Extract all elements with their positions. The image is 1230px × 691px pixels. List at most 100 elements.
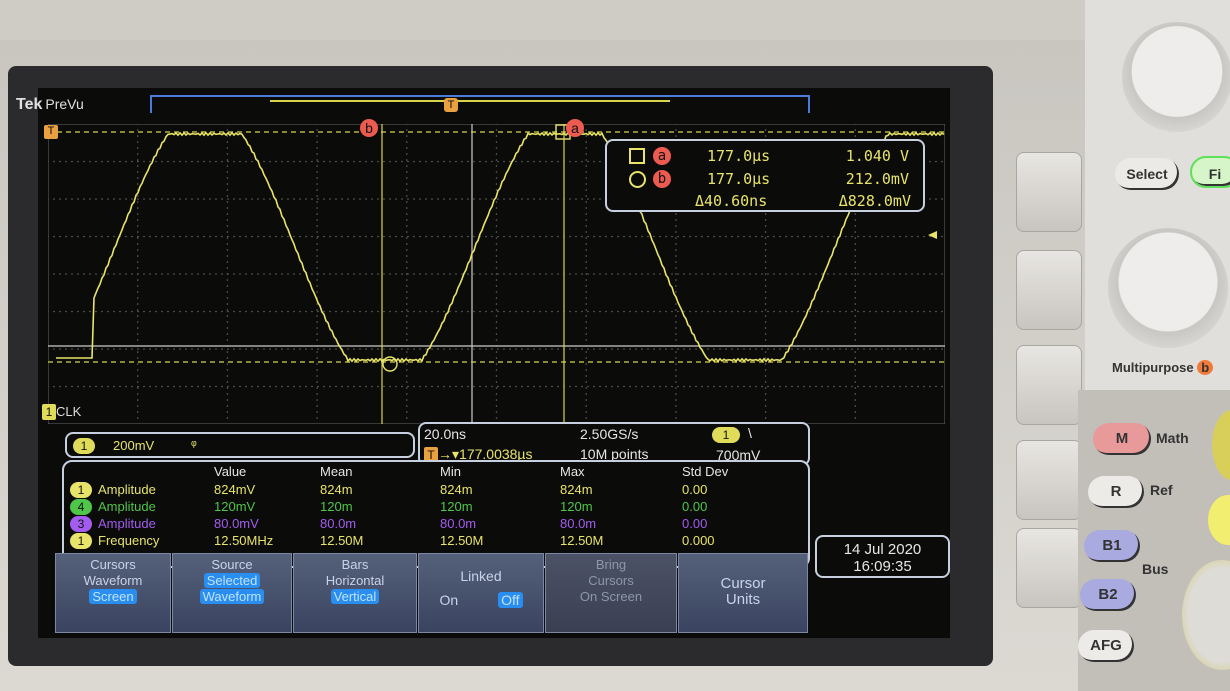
grid-dot: [401, 273, 403, 275]
grid-dot: [719, 273, 721, 275]
grid-dot: [269, 310, 271, 313]
cursor-b-marker[interactable]: b: [360, 119, 378, 137]
grid-dot: [845, 310, 847, 313]
grid-dot: [767, 235, 769, 238]
softkey-bring-cursors-on-screen[interactable]: Bring Cursors On Screen: [545, 553, 677, 633]
softkey-cursors[interactable]: Cursors Waveform Screen: [55, 553, 171, 633]
b2-button[interactable]: B2: [1080, 579, 1136, 611]
table-cell: 80.0m: [560, 516, 597, 531]
b1-button[interactable]: B1: [1084, 530, 1140, 562]
grid-dot: [119, 273, 121, 275]
channel-label: CLK: [56, 404, 82, 419]
channel-1-button[interactable]: [1208, 495, 1230, 545]
grid-dot: [245, 348, 247, 350]
grid-dot: [137, 310, 139, 313]
grid-dot: [675, 321, 677, 323]
grid-dot: [545, 348, 547, 350]
grid-dot: [406, 363, 408, 365]
grid-dot: [941, 273, 943, 275]
grid-dot: [854, 375, 857, 377]
grid-dot: [854, 225, 857, 227]
grid-dot: [495, 393, 498, 395]
grid-dot: [755, 235, 757, 238]
grid-dot: [497, 310, 499, 313]
softkey-cursor-units[interactable]: Cursor Units: [678, 553, 808, 633]
grid-dot: [764, 321, 767, 323]
select-button[interactable]: Select: [1115, 158, 1179, 190]
side-menu-button-2[interactable]: [1016, 250, 1082, 330]
grid-dot: [299, 385, 301, 388]
cursor-readout: a 177.0µs 1.040 V b 177.0µs 212.0mV Δ40.60ns…: [605, 139, 925, 212]
grid-dot: [863, 385, 865, 388]
ref-button[interactable]: R: [1088, 476, 1144, 508]
softkey-title: Cursor: [720, 575, 766, 592]
grid-dot: [623, 235, 625, 238]
grid-dot: [226, 195, 229, 197]
softkey-source[interactable]: Source Selected Waveform: [172, 553, 292, 633]
grid-dot: [854, 237, 857, 239]
date: 14 Jul 2020: [843, 541, 922, 558]
softkey-linked[interactable]: Linked On Off: [418, 553, 544, 633]
grid-dot: [83, 198, 85, 200]
grid-dot: [137, 160, 139, 163]
grid-dot: [653, 273, 655, 275]
grid-dot: [226, 417, 229, 419]
grid-dot: [854, 339, 857, 341]
grid-dot: [419, 198, 421, 200]
acq-mode: PreVu: [45, 96, 84, 112]
grid-dot: [155, 160, 157, 163]
grid-dot: [585, 249, 587, 251]
grid-dot: [83, 273, 85, 275]
grid-dot: [316, 255, 318, 257]
grid-dot: [431, 235, 433, 238]
grid-dot: [689, 235, 691, 238]
grid-dot: [155, 385, 157, 388]
grid-dot: [911, 273, 913, 275]
grid-dot: [881, 348, 883, 350]
side-menu-button-3[interactable]: [1016, 345, 1082, 425]
grid-dot: [437, 385, 439, 388]
fine-button[interactable]: Fi: [1190, 156, 1230, 188]
grid-dot: [495, 124, 498, 125]
grid-dot: [359, 348, 361, 350]
afg-button[interactable]: AFG: [1078, 630, 1134, 662]
grid-dot: [875, 385, 877, 388]
grid-dot: [215, 385, 217, 388]
softkey-bars[interactable]: Bars Horizontal Vertical: [293, 553, 417, 633]
grid-dot: [764, 399, 767, 401]
grid-dot: [764, 129, 767, 131]
grid-dot: [83, 385, 85, 388]
math-button[interactable]: M: [1093, 423, 1151, 455]
grid-dot: [365, 235, 367, 238]
grid-dot: [473, 310, 475, 313]
grid-dot: [503, 235, 505, 238]
grid-dot: [495, 399, 498, 401]
grid-dot: [833, 385, 835, 388]
cursor-a-marker[interactable]: a: [566, 119, 584, 137]
grid-dot: [179, 273, 181, 275]
grid-dot: [239, 310, 241, 313]
grid-dot: [635, 385, 637, 388]
channel-1-marker[interactable]: 1 CLK: [42, 404, 81, 420]
grid-dot: [149, 310, 151, 313]
grid-dot: [575, 235, 577, 238]
grid-dot: [389, 160, 391, 163]
channel-1-settings[interactable]: 1 200mV ᵠ: [65, 432, 415, 458]
grid-dot: [803, 310, 805, 313]
grid-dot: [641, 385, 643, 388]
multipurpose-b-knob[interactable]: [1108, 228, 1228, 348]
grid-dot: [113, 310, 115, 313]
side-menu-button-5[interactable]: [1016, 528, 1082, 608]
grid-dot: [407, 348, 409, 350]
grid-dot: [359, 160, 361, 163]
grid-dot: [143, 160, 145, 163]
side-menu-button-4[interactable]: [1016, 440, 1082, 520]
grid-dot: [131, 348, 133, 350]
falling-edge-icon: \: [748, 425, 752, 441]
grid-dot: [854, 273, 857, 275]
trigger-level-marker[interactable]: T: [44, 125, 58, 139]
knob-a[interactable]: [1122, 22, 1230, 132]
record-window: [270, 100, 670, 102]
side-menu-button-1[interactable]: [1016, 152, 1082, 232]
channel-knob[interactable]: [1212, 410, 1230, 480]
